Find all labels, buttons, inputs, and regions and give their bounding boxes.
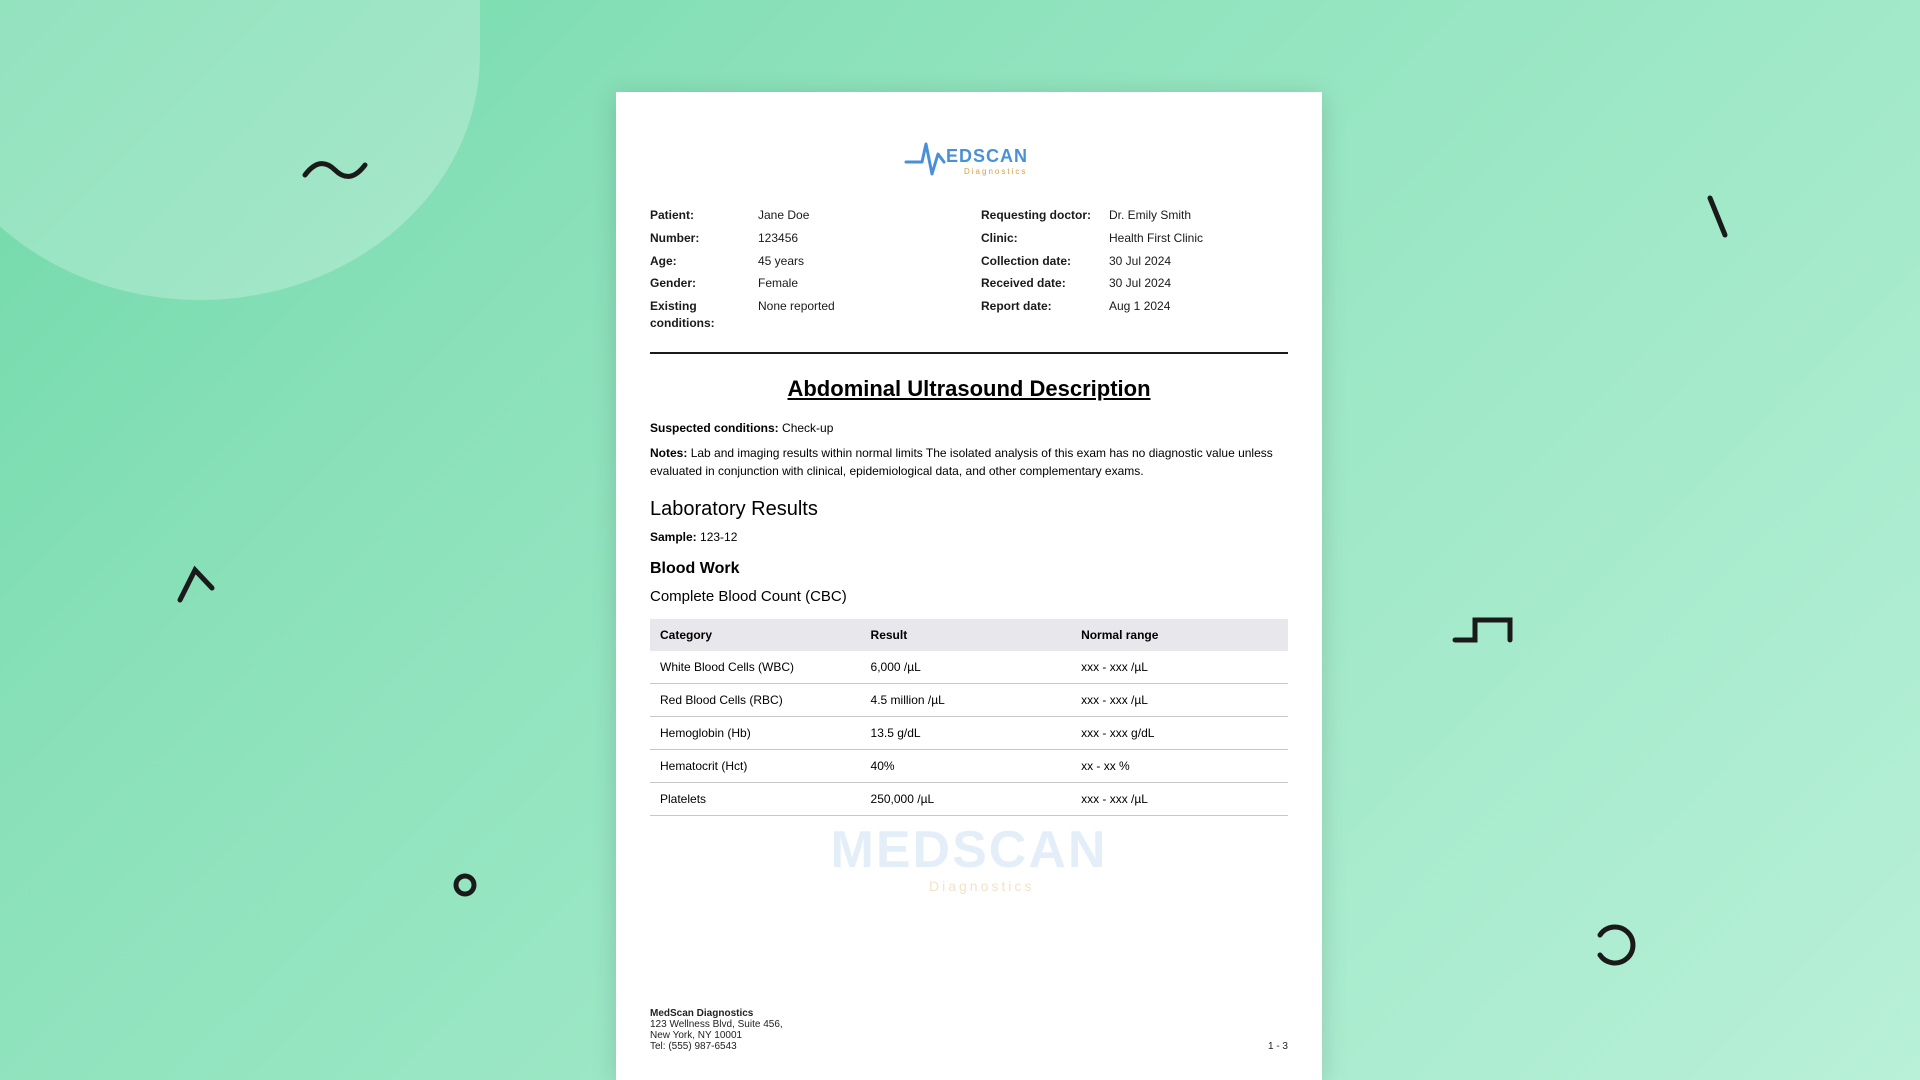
meta-label: Collection date: — [981, 253, 1109, 270]
logo: EDSCAN Diagnostics — [650, 132, 1288, 185]
meta-row: Number:123456 — [650, 230, 957, 247]
meta-value: 123456 — [758, 230, 957, 247]
page-number: 1 - 3 — [1268, 1041, 1288, 1052]
table-row: Red Blood Cells (RBC)4.5 million /µLxxx … — [650, 684, 1288, 717]
suspected-conditions: Suspected conditions: Check-up — [650, 420, 1288, 437]
logo-icon: EDSCAN Diagnostics — [904, 132, 1034, 180]
table-row: Platelets250,000 /µLxxx - xxx /µL — [650, 783, 1288, 816]
footer-tel: Tel: (555) 987-6543 — [650, 1041, 783, 1052]
suspected-value: Check-up — [782, 421, 833, 435]
table-header-row: CategoryResultNormal range — [650, 619, 1288, 651]
footer-company: MedScan Diagnostics — [650, 1008, 783, 1019]
meta-row: Received date:30 Jul 2024 — [981, 275, 1288, 292]
meta-label: Existing conditions: — [650, 298, 758, 332]
meta-value: 30 Jul 2024 — [1109, 275, 1288, 292]
table-cell: Red Blood Cells (RBC) — [650, 684, 861, 717]
decorative-arc — [1590, 920, 1640, 970]
table-header-cell: Category — [650, 619, 861, 651]
decorative-squiggle — [300, 150, 370, 190]
watermark-sub: Diagnostics — [929, 878, 1034, 894]
notes: Notes: Lab and imaging results within no… — [650, 445, 1288, 480]
meta-label: Gender: — [650, 275, 758, 292]
table-cell: xx - xx % — [1071, 750, 1288, 783]
table-cell: 40% — [861, 750, 1072, 783]
table-cell: Platelets — [650, 783, 861, 816]
table-cell: 250,000 /µL — [861, 783, 1072, 816]
table-header-cell: Normal range — [1071, 619, 1288, 651]
meta-row: Collection date:30 Jul 2024 — [981, 253, 1288, 270]
report-title: Abdominal Ultrasound Description — [650, 376, 1288, 402]
table-cell: xxx - xxx g/dL — [1071, 717, 1288, 750]
meta-value: Dr. Emily Smith — [1109, 207, 1288, 224]
report-page: EDSCAN Diagnostics Patient:Jane DoeNumbe… — [616, 92, 1322, 1080]
meta-label: Received date: — [981, 275, 1109, 292]
table-row: Hemoglobin (Hb)13.5 g/dLxxx - xxx g/dL — [650, 717, 1288, 750]
table-row: Hematocrit (Hct)40%xx - xx % — [650, 750, 1288, 783]
meta-label: Requesting doctor: — [981, 207, 1109, 224]
meta-label: Number: — [650, 230, 758, 247]
table-cell: 4.5 million /µL — [861, 684, 1072, 717]
watermark-text: MEDSCAN — [831, 820, 1108, 880]
meta-label: Patient: — [650, 207, 758, 224]
meta-row: Report date:Aug 1 2024 — [981, 298, 1288, 315]
meta-row: Age:45 years — [650, 253, 957, 270]
meta-value: Aug 1 2024 — [1109, 298, 1288, 315]
meta-left-column: Patient:Jane DoeNumber:123456Age:45 year… — [650, 207, 957, 338]
table-row: White Blood Cells (WBC)6,000 /µLxxx - xx… — [650, 651, 1288, 684]
meta-right-column: Requesting doctor:Dr. Emily SmithClinic:… — [981, 207, 1288, 338]
table-header-cell: Result — [861, 619, 1072, 651]
table-cell: xxx - xxx /µL — [1071, 783, 1288, 816]
meta-value: 45 years — [758, 253, 957, 270]
footer-addr1: 123 Wellness Blvd, Suite 456, — [650, 1019, 783, 1030]
table-cell: Hemoglobin (Hb) — [650, 717, 861, 750]
patient-meta: Patient:Jane DoeNumber:123456Age:45 year… — [650, 207, 1288, 338]
footer-addr2: New York, NY 10001 — [650, 1030, 783, 1041]
sample-label: Sample: — [650, 530, 697, 544]
table-cell: 13.5 g/dL — [861, 717, 1072, 750]
table-cell: xxx - xxx /µL — [1071, 684, 1288, 717]
table-cell: Hematocrit (Hct) — [650, 750, 861, 783]
meta-row: Patient:Jane Doe — [650, 207, 957, 224]
meta-value: Female — [758, 275, 957, 292]
decorative-squiggle — [170, 560, 220, 610]
footer-address: MedScan Diagnostics 123 Wellness Blvd, S… — [650, 1008, 783, 1052]
table-cell: 6,000 /µL — [861, 651, 1072, 684]
meta-row: Requesting doctor:Dr. Emily Smith — [981, 207, 1288, 224]
page-footer: MedScan Diagnostics 123 Wellness Blvd, S… — [650, 1008, 1288, 1052]
meta-label: Clinic: — [981, 230, 1109, 247]
meta-label: Age: — [650, 253, 758, 270]
notes-value: Lab and imaging results within normal li… — [650, 446, 1273, 477]
meta-label: Report date: — [981, 298, 1109, 315]
svg-text:EDSCAN: EDSCAN — [946, 146, 1028, 166]
decorative-circle — [450, 870, 480, 900]
meta-value: Health First Clinic — [1109, 230, 1288, 247]
meta-value: None reported — [758, 298, 957, 332]
sample-value: 123-12 — [700, 530, 737, 544]
suspected-label: Suspected conditions: — [650, 421, 779, 435]
table-cell: xxx - xxx /µL — [1071, 651, 1288, 684]
meta-value: 30 Jul 2024 — [1109, 253, 1288, 270]
svg-text:Diagnostics: Diagnostics — [964, 167, 1027, 176]
bloodwork-heading: Blood Work — [650, 560, 1288, 578]
cbc-table: CategoryResultNormal range White Blood C… — [650, 619, 1288, 816]
meta-row: Existing conditions:None reported — [650, 298, 957, 332]
table-cell: White Blood Cells (WBC) — [650, 651, 861, 684]
decorative-squiggle — [1700, 190, 1740, 240]
meta-row: Gender:Female — [650, 275, 957, 292]
meta-value: Jane Doe — [758, 207, 957, 224]
decorative-squiggle — [1450, 610, 1520, 650]
meta-row: Clinic:Health First Clinic — [981, 230, 1288, 247]
lab-results-heading: Laboratory Results — [650, 498, 1288, 521]
cbc-heading: Complete Blood Count (CBC) — [650, 588, 1288, 605]
notes-label: Notes: — [650, 446, 687, 460]
divider — [650, 352, 1288, 354]
sample-line: Sample: 123-12 — [650, 529, 1288, 546]
